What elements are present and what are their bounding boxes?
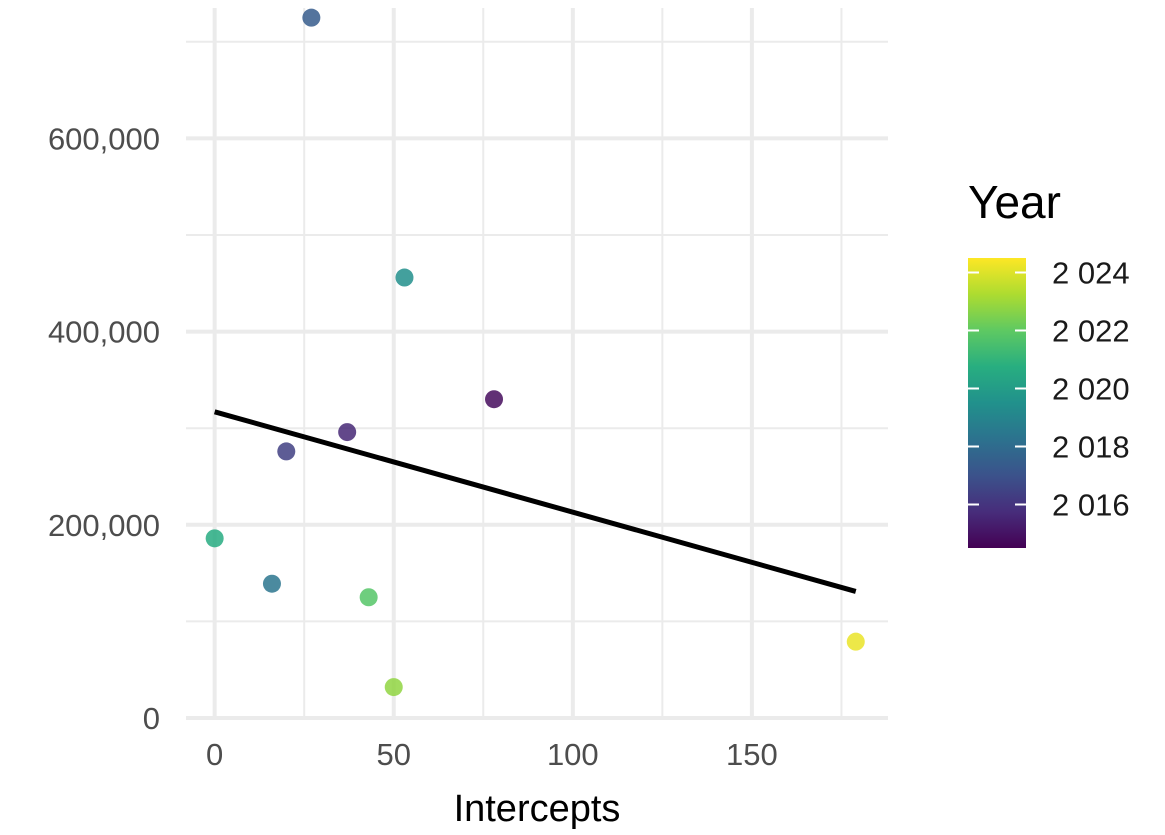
y-tick-label: 200,000 <box>48 508 160 543</box>
legend-tick-marks <box>968 271 1026 506</box>
data-point <box>338 423 357 442</box>
color-legend: Year 2 024 2 022 2 020 2 018 2 016 <box>968 176 1130 548</box>
x-tick-label: 0 <box>206 737 223 772</box>
data-point <box>395 268 414 287</box>
y-tick-label: 0 <box>143 701 160 736</box>
data-point <box>384 678 403 697</box>
data-point <box>485 390 504 409</box>
legend-label: 2 024 <box>1052 256 1130 291</box>
legend-title: Year <box>968 176 1061 228</box>
trend-line <box>213 409 857 594</box>
y-tick-label: 600,000 <box>48 121 160 156</box>
x-tick-label: 100 <box>547 737 599 772</box>
legend-label: 2 022 <box>1052 314 1130 349</box>
legend-label: 2 018 <box>1052 430 1130 465</box>
y-axis-tick-labels: 0 200,000 400,000 600,000 <box>48 121 160 736</box>
data-point <box>277 442 296 461</box>
legend-label: 2 016 <box>1052 488 1130 523</box>
data-point <box>359 588 378 607</box>
x-tick-label: 150 <box>726 737 778 772</box>
minor-gridlines <box>186 8 888 718</box>
x-axis-title: Intercepts <box>454 788 621 830</box>
legend-labels: 2 024 2 022 2 020 2 018 2 016 <box>1052 256 1130 523</box>
major-gridlines <box>186 8 888 720</box>
legend-colorbar <box>968 258 1026 548</box>
data-point <box>302 8 321 27</box>
x-axis-tick-labels: 0 50 100 150 <box>206 737 778 772</box>
x-tick-label: 50 <box>376 737 410 772</box>
y-tick-label: 400,000 <box>48 315 160 350</box>
data-point <box>846 632 865 651</box>
legend-label: 2 020 <box>1052 372 1130 407</box>
data-points <box>205 8 865 697</box>
data-point <box>205 529 224 548</box>
data-point <box>262 574 281 593</box>
